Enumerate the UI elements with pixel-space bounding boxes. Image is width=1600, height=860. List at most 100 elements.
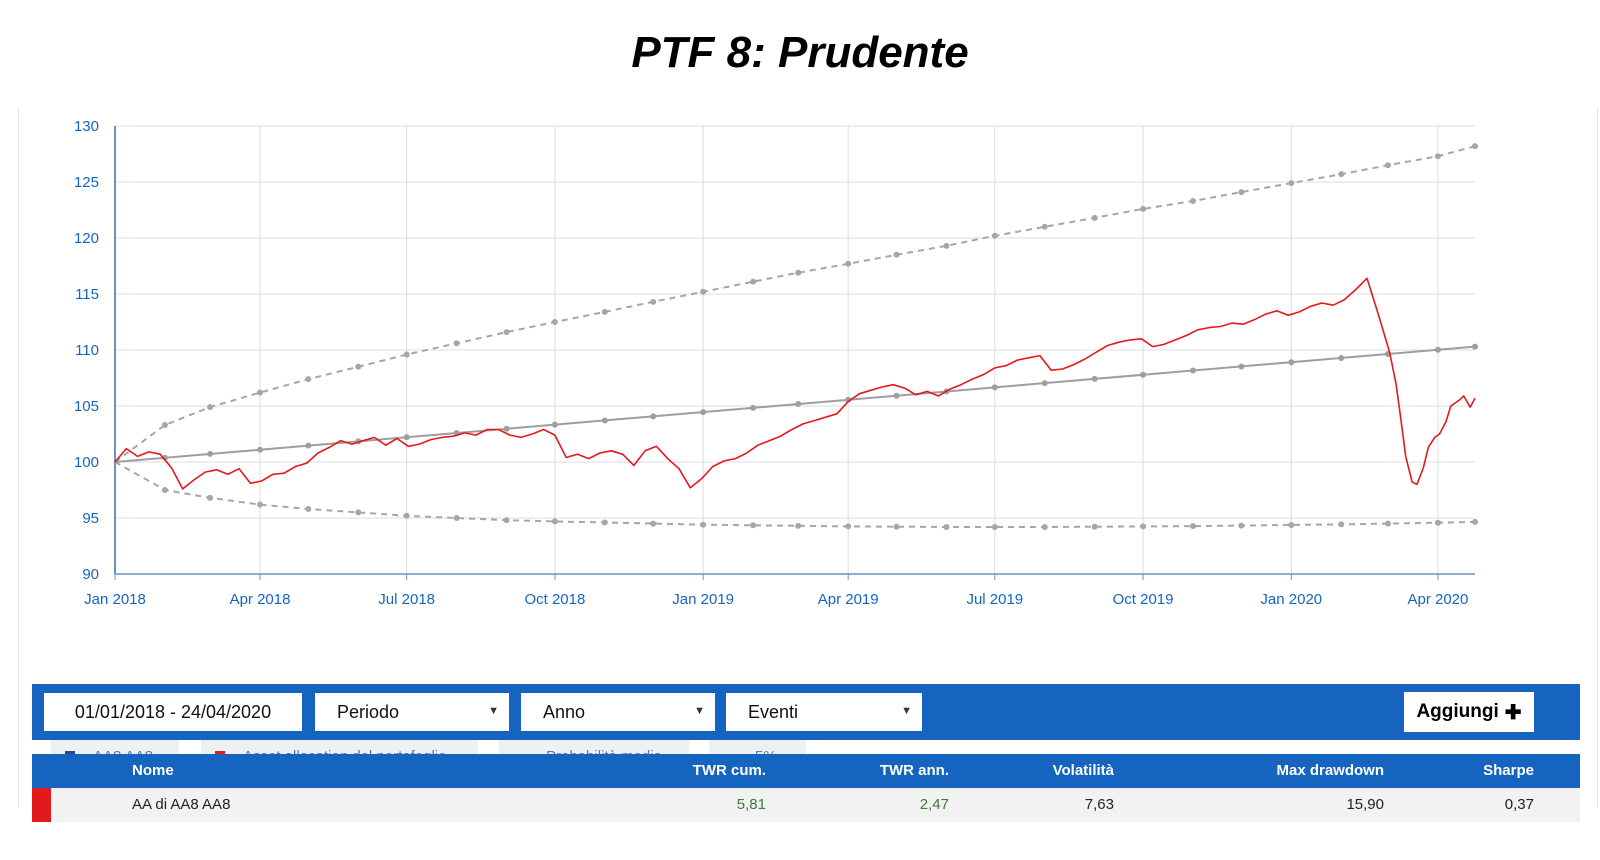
mean-line-point xyxy=(257,446,264,453)
header-name[interactable]: Nome xyxy=(132,762,174,779)
mean-line-point xyxy=(1190,367,1197,374)
table-header: Nome TWR cum. TWR ann. Volatilità Max dr… xyxy=(32,754,1580,788)
band-5pct-point xyxy=(1140,523,1147,530)
band-5pct-point xyxy=(1238,189,1245,196)
band-5pct-line xyxy=(114,145,1476,463)
band-5pct-point xyxy=(1238,522,1245,529)
mean-line-point xyxy=(601,417,608,424)
band-5pct-point xyxy=(700,521,707,528)
line-chart: 90 95 100 105 110 115 120 125 130 Jan 2018 Apr 201… xyxy=(74,118,1478,608)
dropdown-caret-icon: ▼ xyxy=(694,705,705,717)
x-tick-label: Jul 2018 xyxy=(378,591,435,608)
header-volatility[interactable]: Volatilità xyxy=(1052,762,1114,779)
mean-line-point xyxy=(1288,359,1295,366)
row-twr-ann: 2,47 xyxy=(919,796,949,813)
period-select[interactable]: Periodo ▼ xyxy=(315,693,509,731)
band-5pct-point xyxy=(207,494,214,501)
page-title: PTF 8: Prudente xyxy=(631,28,969,77)
mean-line-point xyxy=(305,442,312,449)
dropdown-caret-icon: ▼ xyxy=(901,705,912,717)
mean-line-point xyxy=(750,404,757,411)
row-color-marker xyxy=(32,788,51,822)
y-tick-label: 100 xyxy=(74,454,99,471)
band-5pct-point xyxy=(453,340,460,347)
x-tick-label: Apr 2018 xyxy=(230,591,291,608)
mean-line-point xyxy=(1041,380,1048,387)
add-label: Aggiungi xyxy=(1416,701,1499,722)
add-button[interactable]: Aggiungi ✚ xyxy=(1404,692,1534,732)
mean-line-point xyxy=(1338,354,1345,361)
band-5pct-point xyxy=(795,269,802,276)
band-5pct-point xyxy=(845,260,852,267)
mean-line-point xyxy=(893,392,900,399)
band-5pct-point xyxy=(355,363,362,370)
band-5pct-point xyxy=(943,242,950,249)
x-tick-label: Oct 2018 xyxy=(524,591,585,608)
mean-line-point xyxy=(403,434,410,441)
header-max-drawdown[interactable]: Max drawdown xyxy=(1276,762,1384,779)
table-row[interactable]: AA di AA8 AA8 5,81 2,47 7,63 15,90 0,37 xyxy=(32,788,1580,822)
band-5pct-point xyxy=(750,522,757,529)
band-5pct-point xyxy=(403,512,410,519)
year-select[interactable]: Anno ▼ xyxy=(521,693,715,731)
band-5pct-point xyxy=(893,251,900,258)
portfolio-line xyxy=(114,277,1476,490)
mean-line-point xyxy=(503,425,510,432)
band-5pct-point xyxy=(893,523,900,530)
mean-line-point xyxy=(1091,375,1098,382)
period-label: Periodo xyxy=(337,701,400,722)
band-5pct-point xyxy=(1288,521,1295,528)
row-twr-cum: 5,81 xyxy=(736,796,766,813)
header-sharpe[interactable]: Sharpe xyxy=(1483,762,1534,779)
band-5pct-point xyxy=(845,523,852,530)
band-5pct-point xyxy=(551,319,558,325)
events-label: Eventi xyxy=(748,701,799,722)
band-5pct-point xyxy=(503,517,510,524)
header-twr-cum[interactable]: TWR cum. xyxy=(692,762,766,779)
y-tick-label: 120 xyxy=(74,230,99,247)
band-5pct-point xyxy=(991,523,998,530)
x-tick-label: Apr 2020 xyxy=(1407,591,1468,608)
date-range-input[interactable]: 01/01/2018 - 24/04/2020 xyxy=(44,693,302,731)
year-label: Anno xyxy=(543,701,586,722)
band-5pct-point xyxy=(650,520,657,527)
y-tick-label: 110 xyxy=(75,342,99,359)
band-5pct-point xyxy=(257,389,264,396)
band-5pct-line xyxy=(114,461,1476,528)
mean-line-point xyxy=(991,384,998,391)
y-tick-label: 115 xyxy=(75,286,99,303)
band-5pct-point xyxy=(1190,198,1197,205)
band-5pct-point xyxy=(1434,153,1441,160)
mean-line xyxy=(114,345,1476,463)
band-5pct-point xyxy=(1384,162,1391,169)
row-sharpe: 0,37 xyxy=(1504,796,1534,813)
band-5pct-point xyxy=(161,487,168,493)
mean-line-point xyxy=(795,401,802,408)
y-tick-label: 105 xyxy=(74,398,99,415)
band-5pct-point xyxy=(1091,523,1098,530)
band-5pct-point xyxy=(1338,171,1345,178)
header-twr-ann[interactable]: TWR ann. xyxy=(879,762,949,779)
band-5pct-point xyxy=(750,278,757,285)
mean-line-point xyxy=(700,409,707,416)
band-5pct-point xyxy=(207,404,214,411)
mean-line-point xyxy=(1238,363,1245,370)
band-5pct-point xyxy=(503,329,510,336)
date-range-value: 01/01/2018 - 24/04/2020 xyxy=(74,701,272,722)
plus-icon: ✚ xyxy=(1504,701,1522,724)
mean-line-point xyxy=(1140,371,1147,378)
band-5pct-point xyxy=(355,509,362,516)
events-select[interactable]: Eventi ▼ xyxy=(726,693,922,731)
band-5pct-point xyxy=(551,518,558,525)
band-5pct-point xyxy=(1190,523,1197,530)
band-5pct-point xyxy=(1041,223,1048,230)
row-name: AA di AA8 AA8 xyxy=(132,796,231,813)
band-5pct-point xyxy=(1384,520,1391,527)
band-5pct-point xyxy=(161,422,168,429)
x-tick-label: Jan 2018 xyxy=(84,591,146,608)
band-5pct-point xyxy=(403,351,410,358)
row-max-drawdown: 15,90 xyxy=(1346,796,1384,813)
mean-line-point xyxy=(551,421,558,428)
band-5pct-point xyxy=(601,519,608,526)
x-tick-label: Apr 2019 xyxy=(818,591,879,608)
